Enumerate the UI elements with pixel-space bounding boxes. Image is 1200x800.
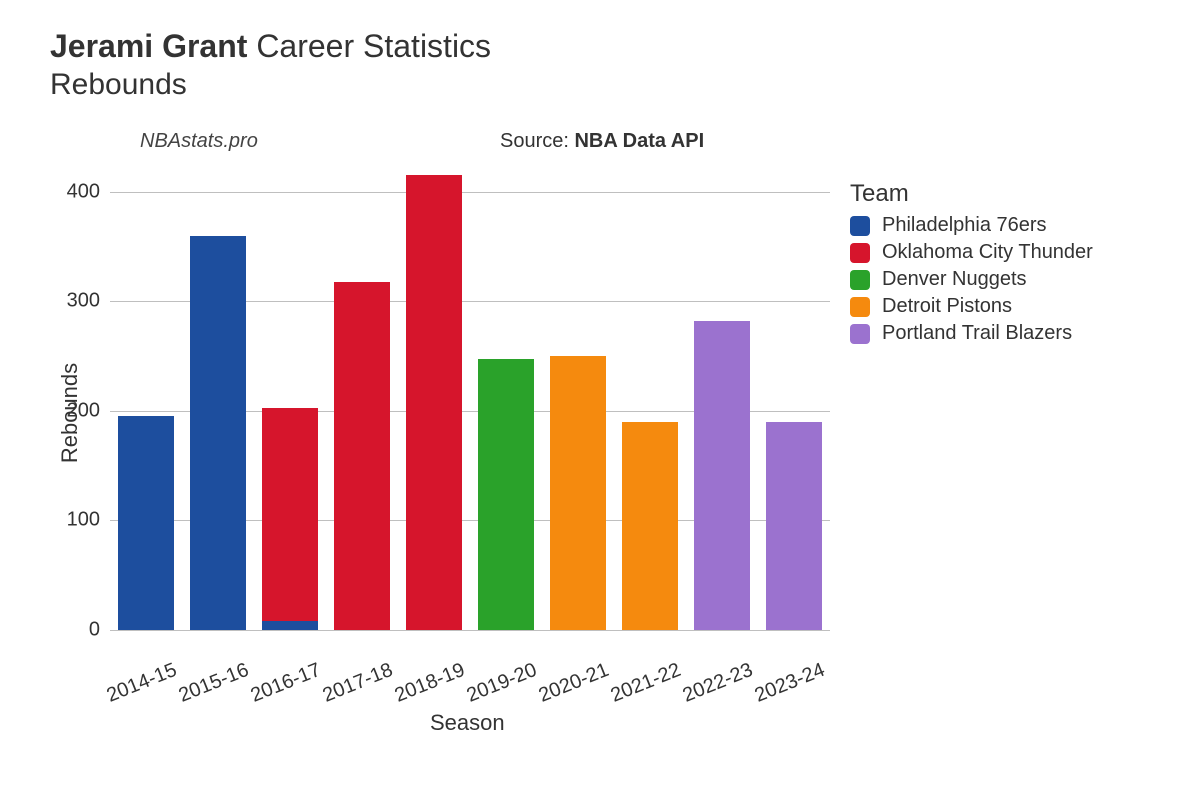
y-tick-label: 0	[50, 619, 100, 642]
legend-item: Detroit Pistons	[850, 295, 1093, 318]
legend-swatch	[850, 324, 870, 344]
legend-swatch	[850, 297, 870, 317]
legend-label: Philadelphia 76ers	[882, 214, 1047, 237]
legend-swatch	[850, 243, 870, 263]
y-tick-label: 300	[50, 290, 100, 313]
bar-segment	[478, 359, 534, 630]
legend-label: Detroit Pistons	[882, 295, 1012, 318]
bar-segment	[262, 408, 318, 622]
bar-segment	[190, 236, 246, 630]
legend-label: Oklahoma City Thunder	[882, 241, 1093, 264]
watermark-text: NBAstats.pro	[140, 130, 258, 153]
source-prefix: Source:	[500, 130, 574, 152]
bar-segment	[118, 416, 174, 630]
bar-segment	[406, 175, 462, 630]
source-attribution: Source: NBA Data API	[500, 130, 704, 153]
legend-item: Oklahoma City Thunder	[850, 241, 1093, 264]
bar-segment	[694, 321, 750, 630]
legend-label: Denver Nuggets	[882, 268, 1027, 291]
bar-segment	[550, 356, 606, 630]
legend: Team Philadelphia 76ers Oklahoma City Thu…	[850, 180, 1093, 349]
bar-segment	[334, 282, 390, 630]
legend-title: Team	[850, 180, 1093, 208]
y-tick-label: 200	[50, 399, 100, 422]
player-name: Jerami Grant	[50, 28, 247, 64]
legend-swatch	[850, 270, 870, 290]
plot-area	[110, 170, 830, 630]
chart-title-line1: Jerami Grant Career Statistics	[50, 28, 491, 65]
bar-segment	[262, 621, 318, 630]
chart-subtitle: Rebounds	[50, 68, 187, 102]
legend-item: Denver Nuggets	[850, 268, 1093, 291]
bar-segment	[622, 422, 678, 630]
y-tick-label: 400	[50, 180, 100, 203]
gridline	[110, 192, 830, 193]
legend-label: Portland Trail Blazers	[882, 322, 1072, 345]
y-tick-label: 100	[50, 509, 100, 532]
title-suffix: Career Statistics	[256, 28, 491, 64]
legend-item: Philadelphia 76ers	[850, 214, 1093, 237]
legend-swatch	[850, 216, 870, 236]
x-axis-label: Season	[430, 710, 505, 736]
gridline	[110, 630, 830, 631]
bar-segment	[766, 422, 822, 630]
legend-item: Portland Trail Blazers	[850, 322, 1093, 345]
source-name: NBA Data API	[574, 130, 704, 152]
